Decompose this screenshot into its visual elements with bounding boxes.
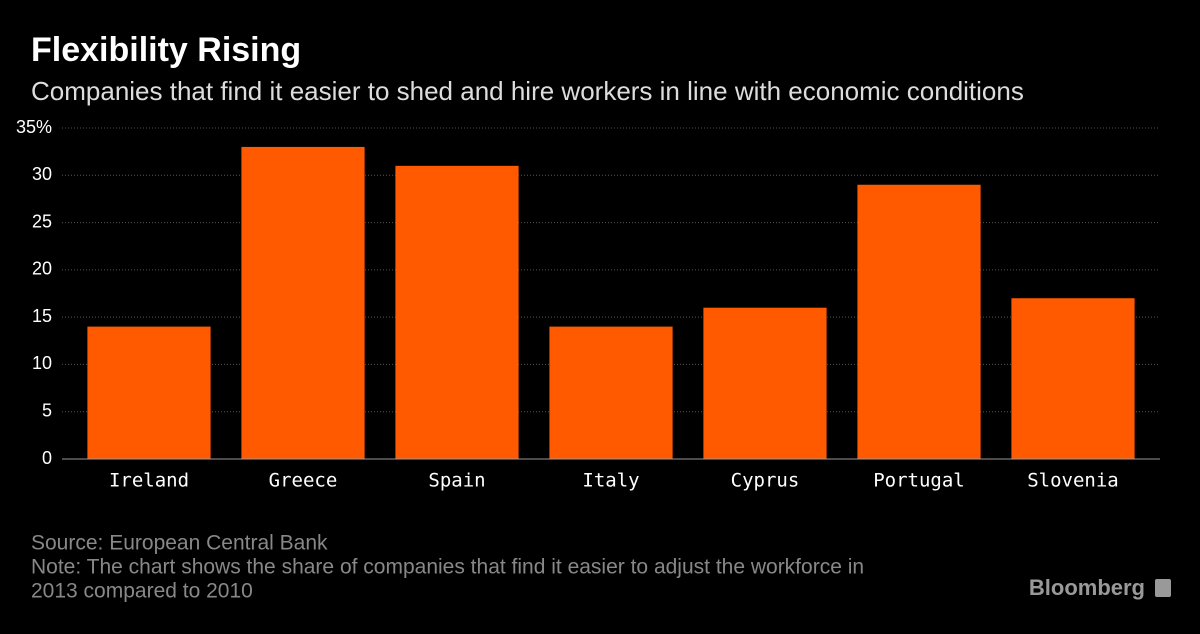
y-tick-label: 5	[42, 400, 52, 420]
y-tick-label: 0	[42, 448, 52, 468]
y-tick-label: 20	[32, 259, 52, 279]
y-tick-label: 25	[32, 211, 52, 231]
y-tick-label: 35%	[16, 117, 52, 137]
note: Note: The chart shows the share of compa…	[31, 556, 864, 579]
brand-icon	[1155, 579, 1171, 597]
chart-subtitle: Companies that find it easier to shed an…	[31, 76, 1024, 106]
bar	[241, 146, 365, 459]
y-tick-label: 30	[32, 164, 52, 184]
y-tick-label: 15	[32, 306, 52, 326]
x-tick-label: Spain	[428, 470, 485, 492]
bar	[395, 165, 519, 460]
x-tick-label: Italy	[582, 470, 639, 492]
x-tick-label: Portugal	[873, 470, 965, 492]
bar	[1011, 298, 1135, 459]
bar	[857, 184, 981, 459]
x-tick-label: Cyprus	[731, 470, 800, 492]
x-tick-label: Greece	[269, 470, 338, 492]
brand: Bloomberg	[1029, 575, 1145, 600]
bar	[87, 326, 211, 459]
chart-title: Flexibility Rising	[31, 31, 301, 69]
x-tick-label: Ireland	[109, 470, 189, 492]
x-tick-label: Slovenia	[1027, 470, 1119, 492]
y-tick-label: 10	[32, 353, 52, 373]
note: 2013 compared to 2010	[31, 580, 253, 603]
bar	[549, 326, 673, 459]
bar	[703, 307, 827, 459]
source: Source: European Central Bank	[31, 532, 328, 555]
